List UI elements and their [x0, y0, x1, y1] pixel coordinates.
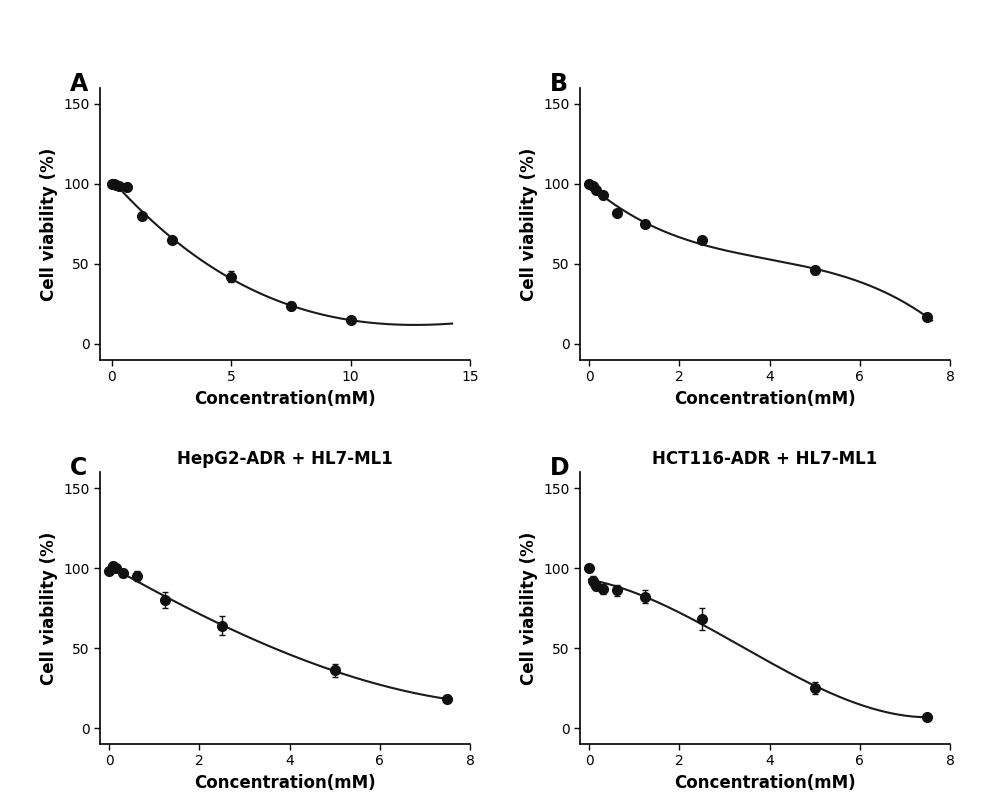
X-axis label: Concentration(mM): Concentration(mM) [674, 390, 856, 408]
Y-axis label: Cell viability (%): Cell viability (%) [520, 531, 538, 685]
Y-axis label: Cell viability (%): Cell viability (%) [520, 147, 538, 301]
X-axis label: Concentration(mM): Concentration(mM) [194, 774, 376, 792]
Y-axis label: Cell viability (%): Cell viability (%) [40, 147, 58, 301]
Text: C: C [70, 456, 87, 480]
Text: B: B [550, 72, 568, 96]
Title: HCT116-ADR + HL7-ML1: HCT116-ADR + HL7-ML1 [652, 450, 878, 468]
X-axis label: Concentration(mM): Concentration(mM) [674, 774, 856, 792]
Text: D: D [550, 456, 570, 480]
X-axis label: Concentration(mM): Concentration(mM) [194, 390, 376, 408]
Text: A: A [70, 72, 88, 96]
Y-axis label: Cell viability (%): Cell viability (%) [40, 531, 58, 685]
Title: HepG2-ADR + HL7-ML1: HepG2-ADR + HL7-ML1 [177, 450, 393, 468]
